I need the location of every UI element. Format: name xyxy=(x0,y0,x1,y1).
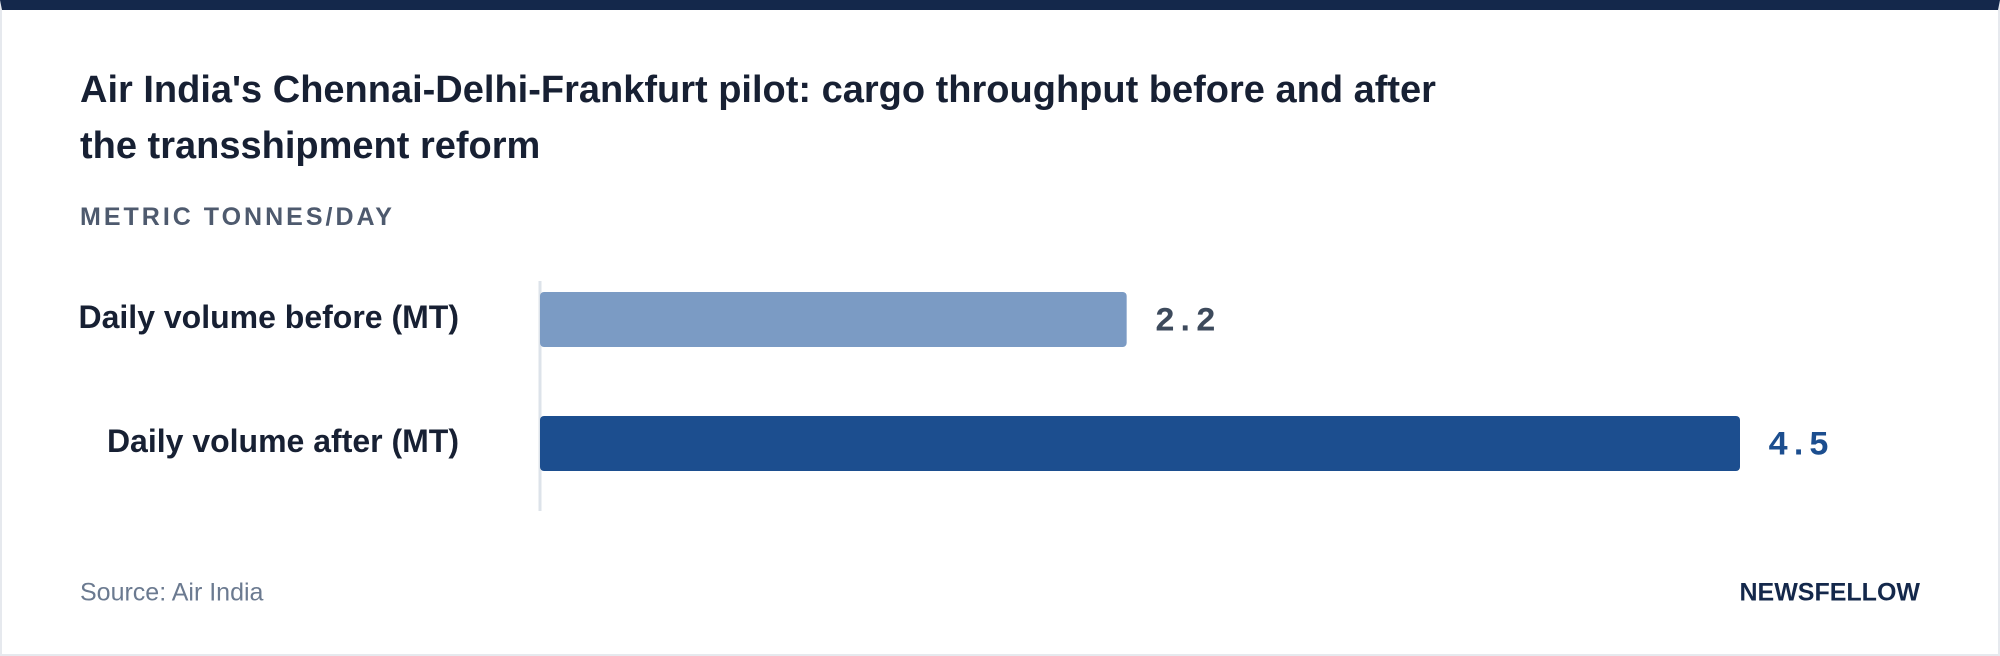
chart-subtitle: METRIC TONNES/DAY xyxy=(80,203,395,231)
chart: Source: Air India NEWSFELLOW Daily volum… xyxy=(79,281,1920,607)
bar xyxy=(540,292,1127,347)
value-label: 4.5 xyxy=(1768,427,1829,465)
value-label: 2.2 xyxy=(1155,303,1216,341)
bar xyxy=(540,416,1740,471)
category-label: Daily volume after (MT) xyxy=(107,423,459,459)
category-label: Daily volume before (MT) xyxy=(79,299,460,335)
source: Source: Air India xyxy=(80,579,264,607)
brand: NEWSFELLOW xyxy=(1739,579,1920,607)
chart-title: Air India's Chennai-Delhi-Frankfurt pilo… xyxy=(80,69,1436,167)
